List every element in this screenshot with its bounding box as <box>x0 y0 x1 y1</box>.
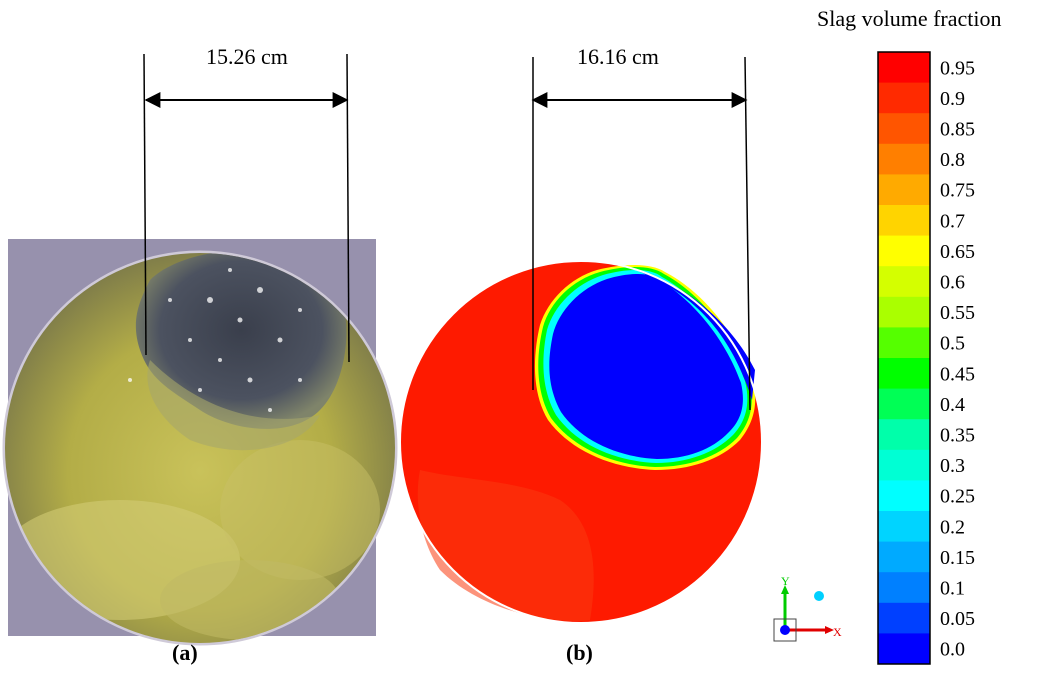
panel-b-label: (b) <box>566 640 593 666</box>
colorbar-tick-label: 0.45 <box>940 363 975 385</box>
colorbar-segment <box>878 633 930 664</box>
colorbar-segment <box>878 236 930 267</box>
colorbar-tick-label: 0.35 <box>940 425 975 447</box>
axes-triad: X Y <box>774 574 842 641</box>
colorbar: 0.95 0.9 0.85 0.8 0.75 0.7 0.65 0.6 0.55 0.5 0.45 0… <box>878 52 975 665</box>
y-axis-label: Y <box>781 574 790 588</box>
panel-a-label: (a) <box>172 640 198 666</box>
colorbar-tick-label: 0.4 <box>940 394 965 416</box>
colorbar-segment <box>878 358 930 389</box>
colorbar-segment <box>878 542 930 573</box>
colorbar-segment <box>878 205 930 236</box>
colorbar-tick-label: 0.55 <box>940 302 975 324</box>
colorbar-tick-label: 0.8 <box>940 149 965 171</box>
colorbar-segment <box>878 144 930 175</box>
colorbar-segment <box>878 52 930 83</box>
colorbar-tick-label: 0.0 <box>940 639 965 661</box>
colorbar-tick-label: 0.3 <box>940 455 965 477</box>
colorbar-segment <box>878 266 930 297</box>
colorbar-segment <box>878 480 930 511</box>
colorbar-tick-label: 0.9 <box>940 88 965 110</box>
colorbar-segment <box>878 389 930 420</box>
panel-a-photo <box>0 239 400 660</box>
colorbar-segment <box>878 511 930 542</box>
colorbar-tick-label: 0.7 <box>940 210 965 232</box>
colorbar-segment <box>878 419 930 450</box>
colorbar-tick-label: 0.1 <box>940 578 965 600</box>
colorbar-tick-label: 0.6 <box>940 272 965 294</box>
colorbar-tick-label: 0.65 <box>940 241 975 263</box>
colorbar-tick-label: 0.5 <box>940 333 965 355</box>
colorbar-tick-label: 0.25 <box>940 486 975 508</box>
panel-a-dimension-label: 15.26 cm <box>206 44 288 70</box>
colorbar-segment <box>878 572 930 603</box>
colorbar-segment <box>878 297 930 328</box>
colorbar-tick-label: 0.15 <box>940 547 975 569</box>
colorbar-tick-label: 0.85 <box>940 119 975 141</box>
colorbar-tick-label: 0.2 <box>940 516 965 538</box>
colorbar-title: Slag volume fraction <box>817 6 1002 32</box>
colorbar-tick-label: 0.75 <box>940 180 975 202</box>
colorbar-segment <box>878 113 930 144</box>
colorbar-tick-label: 0.05 <box>940 608 975 630</box>
colorbar-segment <box>878 83 930 114</box>
panel-b-dimension-label: 16.16 cm <box>577 44 659 70</box>
colorbar-tick-label: 0.95 <box>940 57 975 79</box>
colorbar-segment <box>878 603 930 634</box>
x-axis-label: X <box>833 625 842 639</box>
colorbar-segment <box>878 450 930 481</box>
panel-b-contour <box>400 261 762 623</box>
colorbar-segment <box>878 327 930 358</box>
colorbar-segment <box>878 174 930 205</box>
